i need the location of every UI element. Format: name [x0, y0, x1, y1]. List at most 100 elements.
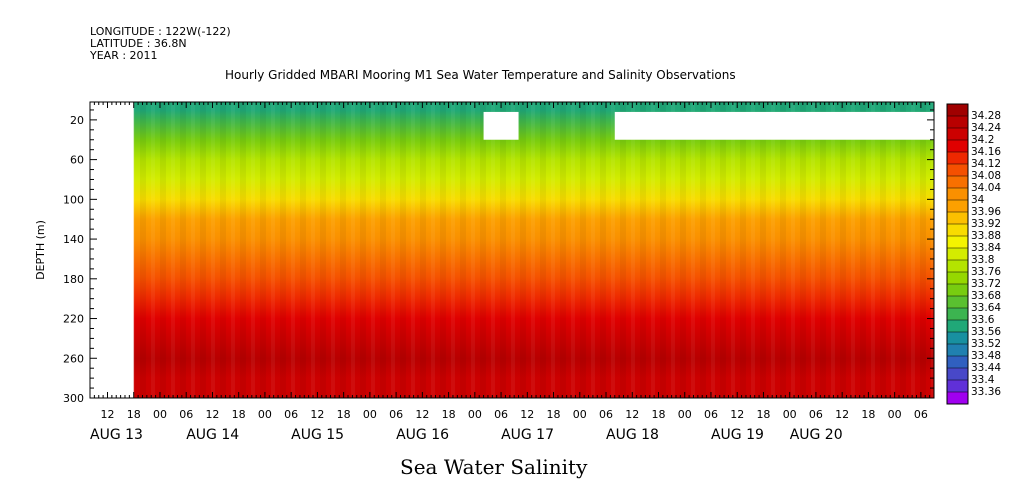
- x-tick-label: 00: [258, 408, 272, 421]
- x-tick-label: 18: [861, 408, 875, 421]
- colorbar-label: 34.08: [971, 170, 1001, 182]
- x-tick-label: 00: [783, 408, 797, 421]
- chart-title: Hourly Gridded MBARI Mooring M1 Sea Wate…: [225, 68, 736, 82]
- colorbar-label: 33.76: [971, 266, 1001, 278]
- x-tick-label: 06: [704, 408, 718, 421]
- colorbar-label: 33.48: [971, 350, 1001, 362]
- y-axis-label: DEPTH (m): [34, 220, 47, 280]
- x-tick-label: 12: [625, 408, 639, 421]
- colorbar-label: 33.72: [971, 278, 1001, 290]
- y-tick-label: 140: [63, 233, 84, 246]
- colorbar-frame: [946, 103, 969, 405]
- colorbar-swatch: [947, 116, 968, 129]
- y-tick-label: 260: [63, 352, 84, 365]
- x-date-label: AUG 19: [711, 427, 764, 443]
- colorbar-swatch: [947, 368, 968, 381]
- colorbar-label: 34.12: [971, 158, 1001, 170]
- x-tick-label: 00: [573, 408, 587, 421]
- colorbar-label: 33.92: [971, 218, 1001, 230]
- colorbar-swatch: [947, 236, 968, 249]
- x-tick-label: 18: [547, 408, 561, 421]
- colorbar-label: 33.52: [971, 338, 1001, 350]
- x-date-label: AUG 17: [501, 427, 554, 443]
- x-tick-label: 00: [678, 408, 692, 421]
- y-tick-label: 60: [70, 154, 84, 167]
- x-axis-label: Sea Water Salinity: [400, 455, 588, 479]
- x-date-label: AUG 15: [291, 427, 344, 443]
- colorbar-label: 33.56: [971, 326, 1001, 338]
- x-date-label: AUG 20: [790, 427, 843, 443]
- colorbar-swatch: [947, 212, 968, 225]
- missing-data-regions: [483, 111, 934, 140]
- x-tick-label: 06: [389, 408, 403, 421]
- x-tick-label: 18: [127, 408, 141, 421]
- colorbar-swatch: [947, 320, 968, 333]
- x-tick-label: 12: [310, 408, 324, 421]
- missing-data-box: [614, 111, 934, 140]
- colorbar-label: 33.6: [971, 314, 995, 326]
- colorbar-swatch: [947, 260, 968, 273]
- x-date-label: AUG 13: [90, 427, 143, 443]
- x-tick-label: 06: [809, 408, 823, 421]
- x-tick-label: 18: [651, 408, 665, 421]
- plot-area: [133, 102, 934, 398]
- x-tick-label: 06: [494, 408, 508, 421]
- colorbar-swatch: [947, 272, 968, 285]
- missing-data-box: [483, 111, 519, 140]
- colorbar-label: 34.16: [971, 146, 1001, 158]
- x-tick-label: 00: [363, 408, 377, 421]
- x-date-label: AUG 16: [396, 427, 449, 443]
- x-tick-label: 18: [337, 408, 351, 421]
- colorbar-swatch: [947, 332, 968, 345]
- colorbar-swatch: [947, 128, 968, 141]
- x-tick-label: 12: [730, 408, 744, 421]
- x-tick-label: 18: [232, 408, 246, 421]
- colorbar-label: 33.8: [971, 254, 994, 266]
- colorbar-swatch: [947, 176, 968, 189]
- colorbar-swatch: [947, 248, 968, 261]
- colorbar-swatch: [947, 140, 968, 153]
- y-axis: 20 60 100 140 180 220 260 300: [63, 109, 934, 405]
- colorbar-label: 34.2: [971, 134, 994, 146]
- colorbar-swatch: [947, 200, 968, 213]
- latitude-label: LATITUDE : 36.8N: [90, 37, 187, 50]
- colorbar-swatch: [947, 296, 968, 309]
- colorbar-label: 33.88: [971, 230, 1001, 242]
- colorbar-swatch: [947, 188, 968, 201]
- colorbar-swatch: [947, 308, 968, 321]
- y-tick-label: 220: [63, 313, 84, 326]
- colorbar-label: 33.68: [971, 290, 1001, 302]
- colorbar-label: 33.96: [971, 206, 1001, 218]
- colorbar-swatch: [947, 104, 968, 117]
- x-date-label: AUG 14: [186, 427, 239, 443]
- colorbar-label: 33.84: [971, 242, 1001, 254]
- colorbar-label: 33.44: [971, 362, 1001, 374]
- longitude-label: LONGITUDE : 122W(-122): [90, 25, 231, 38]
- x-tick-label: 12: [520, 408, 534, 421]
- colorbar-swatch: [947, 224, 968, 237]
- colorbar-swatch: [947, 356, 968, 369]
- x-tick-label: 06: [914, 408, 928, 421]
- colorbar-swatch: [947, 164, 968, 177]
- x-tick-label: 12: [205, 408, 219, 421]
- y-tick-label: 20: [70, 114, 84, 127]
- x-tick-label: 06: [284, 408, 298, 421]
- y-tick-label: 180: [63, 273, 84, 286]
- x-tick-label: 12: [415, 408, 429, 421]
- x-tick-label: 18: [442, 408, 456, 421]
- x-date-label: AUG 18: [606, 427, 659, 443]
- plot-frame: [89, 101, 935, 399]
- x-tick-label: 18: [756, 408, 770, 421]
- colorbar-label: 34.28: [971, 110, 1001, 122]
- colorbar-swatch: [947, 392, 968, 405]
- x-tick-label: 00: [153, 408, 167, 421]
- x-axis: 12 18 00 06 12 18 00 06 12 18 00 06 12 18 00 06 12 18 00 06…: [89, 102, 935, 443]
- salinity-variability: [133, 102, 934, 398]
- colorbar: 34.2834.2434.234.1634.1234.0834.043433.9…: [946, 103, 1001, 405]
- colorbar-label: 33.36: [971, 386, 1001, 398]
- colorbar-swatch: [947, 344, 968, 357]
- colorbar-label: 33.4: [971, 374, 995, 386]
- x-tick-label: 12: [835, 408, 849, 421]
- colorbar-label: 34: [971, 194, 985, 206]
